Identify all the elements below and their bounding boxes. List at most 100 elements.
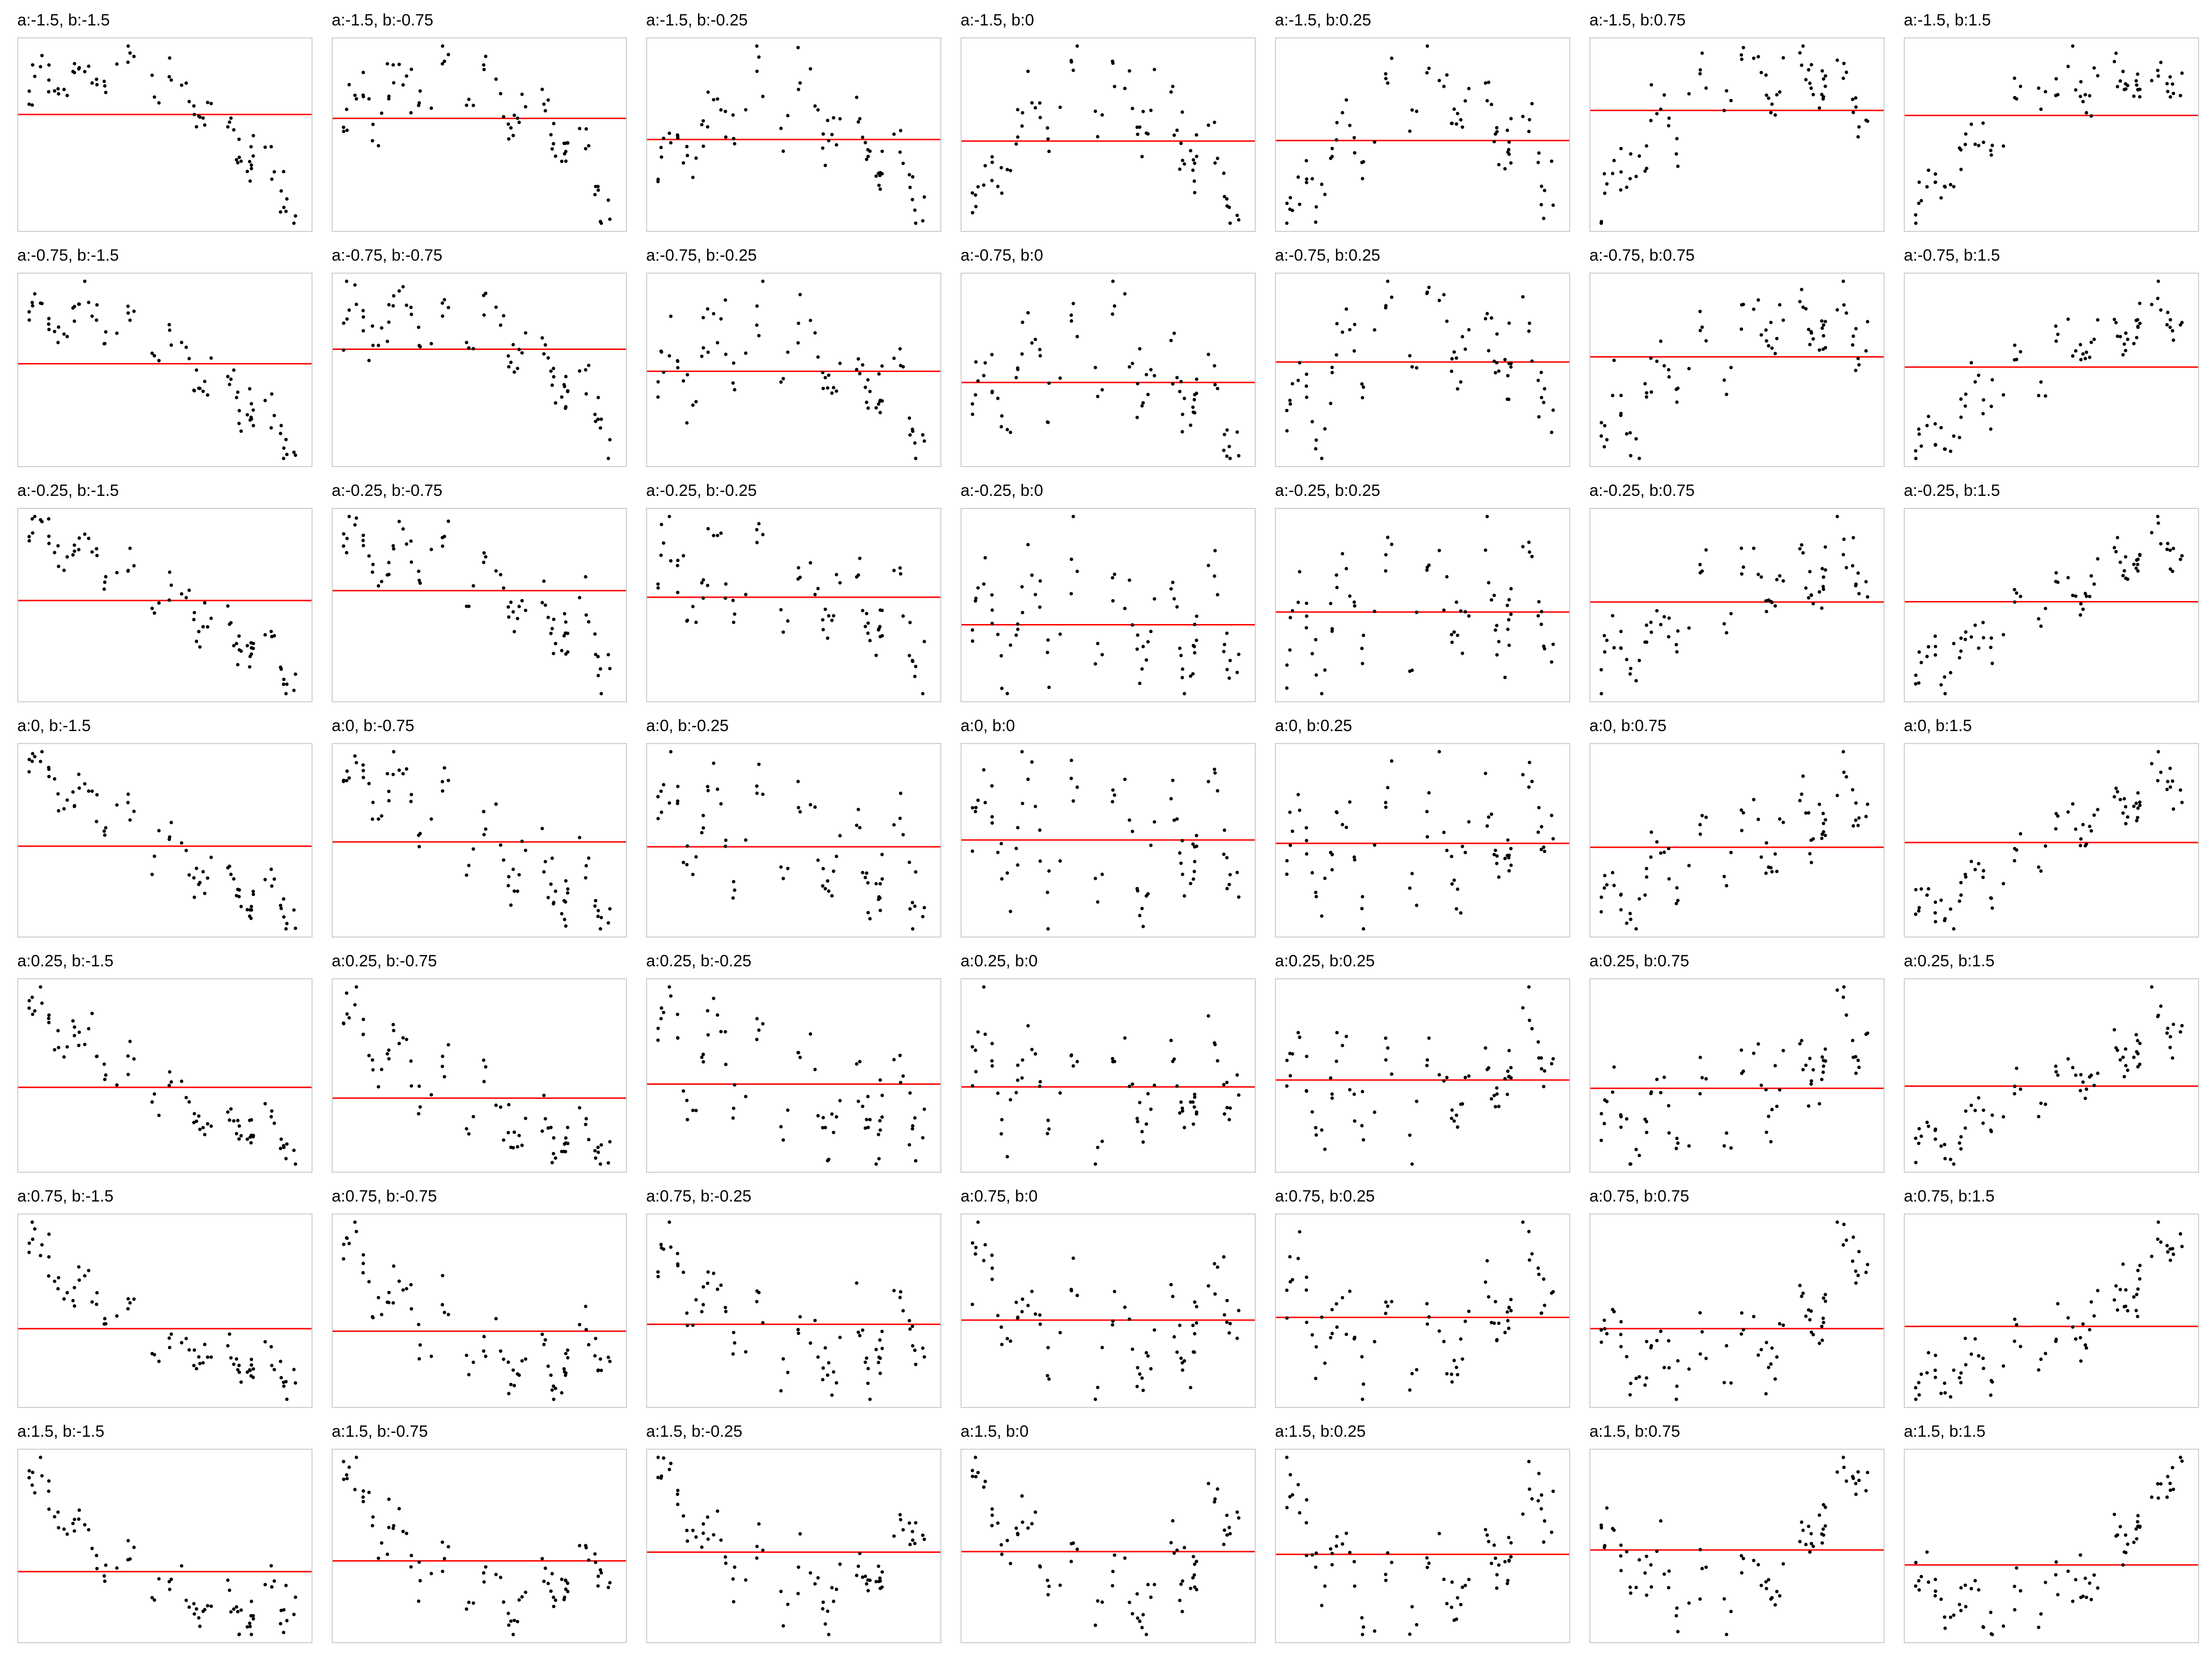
- scatter-point: [1964, 132, 1968, 136]
- scatter-point: [1014, 1091, 1018, 1094]
- scatter-point: [560, 1577, 564, 1581]
- scatter-point: [1619, 1345, 1623, 1348]
- scatter-point: [1495, 126, 1499, 130]
- scatter-point: [1645, 866, 1648, 870]
- scatter-point: [1854, 327, 1858, 331]
- scatter-point: [1020, 1310, 1024, 1314]
- scatter-point: [347, 776, 351, 780]
- scatter-point: [1070, 1053, 1073, 1057]
- scatter-point: [565, 1348, 570, 1352]
- scatter-point: [2039, 108, 2043, 111]
- panel-title: a:0.75, b:0.25: [1275, 1187, 1375, 1205]
- scatter-point: [203, 891, 207, 895]
- scatter-point: [755, 323, 759, 327]
- scatter-point: [685, 144, 689, 148]
- scatter-point: [834, 1115, 839, 1119]
- scatter-point: [1495, 332, 1499, 336]
- scatter-point: [1437, 1532, 1441, 1536]
- scatter-point: [1314, 1565, 1318, 1569]
- scatter-point: [1034, 1510, 1037, 1514]
- scatter-point: [1140, 907, 1144, 911]
- scatter-point: [72, 62, 76, 66]
- scatter-point: [95, 83, 99, 86]
- scatter-point: [911, 660, 914, 663]
- scatter-point: [2132, 1295, 2136, 1299]
- scatter-point: [691, 1108, 695, 1112]
- scatter-point: [1425, 835, 1429, 839]
- scatter-point: [974, 810, 977, 814]
- scatter-point: [168, 1346, 171, 1349]
- scatter-point: [1111, 800, 1115, 804]
- scatter-point: [1926, 1351, 1930, 1355]
- scatter-point: [757, 55, 761, 59]
- scatter-point: [594, 899, 598, 902]
- scatter-point: [667, 801, 671, 805]
- scatter-point: [285, 453, 289, 457]
- scatter-point: [198, 386, 202, 390]
- scatter-point: [1111, 1323, 1115, 1327]
- scatter-point: [192, 895, 196, 899]
- scatter-point: [1527, 1230, 1531, 1234]
- scatter-point: [409, 1059, 413, 1063]
- scatter-point: [53, 1515, 57, 1519]
- scatter-point: [816, 1114, 820, 1118]
- scatter-point: [1171, 1295, 1175, 1298]
- panel-title: a:0, b:0: [961, 717, 1015, 735]
- scatter-point: [1611, 394, 1614, 397]
- scatter-point: [566, 650, 570, 654]
- scatter-point: [878, 1576, 882, 1580]
- scatter-point: [1138, 1101, 1142, 1105]
- scatter-point: [1298, 570, 1301, 574]
- scatter-point: [1800, 63, 1803, 67]
- scatter-point: [808, 803, 812, 806]
- scatter-point: [409, 800, 413, 804]
- scatter-point: [1058, 1583, 1062, 1587]
- scatter-point: [1807, 596, 1811, 600]
- scatter-point: [1674, 1146, 1678, 1150]
- scatter-point: [676, 1503, 680, 1506]
- scatter-point: [1811, 1068, 1815, 1072]
- scatter-point: [2015, 1566, 2019, 1570]
- scatter-point: [564, 1371, 568, 1375]
- scatter-point: [1459, 609, 1463, 613]
- scatter-point: [1046, 890, 1049, 894]
- scatter-point: [1808, 1057, 1812, 1060]
- scatter-point: [1135, 1384, 1139, 1388]
- scatter-point: [1823, 1047, 1827, 1051]
- scatter-point: [2178, 94, 2182, 97]
- scatter-point: [1014, 142, 1018, 146]
- scatter-point: [1645, 1593, 1648, 1597]
- scatter-point: [1213, 161, 1217, 165]
- scatter-point: [2156, 1237, 2160, 1241]
- scatter-point: [376, 144, 380, 148]
- scatter-point: [1844, 1238, 1848, 1242]
- scatter-point: [1193, 191, 1197, 194]
- scatter-point: [659, 553, 663, 557]
- scatter-point: [1193, 1095, 1197, 1099]
- scatter-point: [1492, 140, 1496, 144]
- scatter-point: [1781, 56, 1785, 60]
- scatter-point: [1194, 1560, 1199, 1563]
- scatter-point: [1047, 149, 1051, 153]
- scatter-point: [676, 1489, 680, 1492]
- scatter-point: [1602, 634, 1606, 637]
- scatter-point: [441, 62, 445, 66]
- scatter-point: [2037, 86, 2041, 90]
- scatter-point: [2171, 1466, 2175, 1469]
- scatter-point: [1485, 1533, 1489, 1537]
- panel-frame: [17, 508, 313, 702]
- scatter-point: [2001, 1115, 2006, 1119]
- scatter-point: [1075, 1059, 1079, 1064]
- scatter-point: [1487, 349, 1491, 353]
- scatter-point: [1844, 71, 1848, 74]
- scatter-point: [1509, 1298, 1513, 1301]
- scatter-point: [1722, 378, 1726, 382]
- scatter-point: [409, 539, 413, 543]
- scatter-point: [2138, 1263, 2142, 1267]
- scatter-point: [1330, 853, 1334, 856]
- scatter-point: [1442, 608, 1446, 612]
- scatter-point: [1820, 69, 1824, 73]
- scatter-point: [1539, 184, 1543, 188]
- scatter-point: [1742, 1070, 1745, 1073]
- scatter-point: [1698, 328, 1702, 333]
